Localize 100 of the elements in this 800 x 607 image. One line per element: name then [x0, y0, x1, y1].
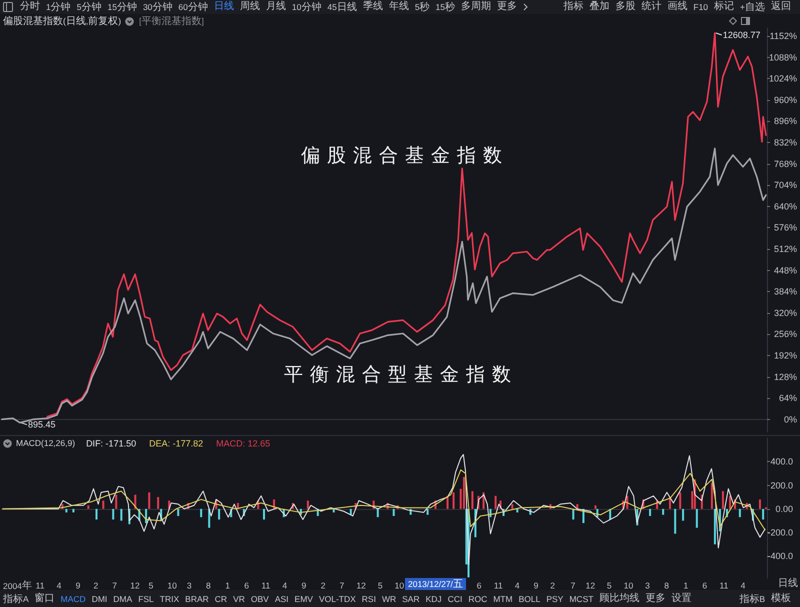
bar	[572, 508, 574, 520]
x-tick-label: 8	[206, 580, 212, 590]
y-tick-label: 448%	[774, 265, 797, 276]
bar	[332, 508, 335, 512]
text: MCST	[569, 594, 594, 604]
bar	[208, 508, 210, 528]
text: 返回	[771, 1, 791, 12]
text: 统计	[641, 1, 662, 12]
x-tick-label: 3	[645, 580, 650, 590]
text: 10分钟	[292, 2, 322, 13]
text: RSI	[362, 594, 376, 604]
x-tick-label: 4	[56, 580, 62, 590]
x-tick-label: 10	[394, 580, 404, 590]
line-series	[2, 469, 766, 530]
bar	[758, 499, 761, 509]
y-tick-label: 704%	[774, 180, 797, 190]
text: 指标	[563, 1, 584, 12]
chart-subtitle: [平衡混基指数]	[139, 16, 204, 27]
y-tick-label: 960%	[774, 94, 797, 105]
text: DMI	[92, 594, 108, 604]
bar	[674, 508, 676, 534]
y-tick-label: 200.0	[770, 480, 793, 490]
text: 60分钟	[178, 2, 208, 13]
x-tick-label: 4	[740, 580, 746, 590]
text: 叠加	[589, 1, 610, 12]
y-tick-label: -400.0	[767, 551, 793, 562]
x-tick-label: 11	[720, 580, 729, 590]
x-tick-label: 3	[186, 580, 192, 590]
annotation: 895.45	[28, 420, 56, 430]
bar	[452, 492, 455, 509]
x-tick-label: 9	[76, 580, 81, 590]
text: DIF: -171.50	[86, 438, 136, 448]
text: 模板	[771, 592, 791, 604]
text: 日线	[214, 1, 234, 12]
text: 多股	[615, 1, 636, 12]
bar	[120, 508, 122, 521]
text: WR	[382, 594, 396, 604]
chart-title: MACD(12,26,9)	[16, 438, 76, 448]
text: 分时	[20, 1, 40, 12]
text: 季线	[362, 1, 383, 12]
bar	[446, 496, 449, 509]
y-tick-label: -200.0	[767, 528, 793, 538]
text: OBV	[250, 594, 269, 604]
y-tick-label: 0%	[784, 414, 797, 424]
bar	[96, 508, 98, 520]
x-tick-label: 5	[606, 580, 612, 590]
x-tick-label: 6	[244, 580, 250, 590]
bar	[102, 500, 104, 509]
bar	[728, 496, 731, 509]
y-tick-label: 256%	[774, 329, 797, 340]
text: CCI	[448, 594, 462, 604]
y-tick-label: 512%	[774, 244, 797, 254]
y-tick-label: 1088%	[768, 52, 797, 62]
text: 15秒	[436, 2, 456, 13]
x-tick-label: 12	[356, 580, 366, 590]
text: F10	[693, 2, 708, 12]
x-tick-label: 11	[261, 580, 270, 590]
text: 指标B	[739, 594, 765, 604]
y-tick-label: 768%	[774, 158, 797, 169]
bar	[376, 508, 379, 518]
text: 设置	[671, 592, 692, 604]
x-tick-label: 6	[476, 580, 482, 590]
text: 45日线	[327, 2, 357, 13]
x-tick-label: 7	[570, 580, 576, 590]
x-tick-label: 2	[550, 580, 556, 590]
y-tick-label: 400.0	[770, 456, 793, 467]
text: DMA	[113, 594, 132, 604]
text: 2013/12/27/五	[408, 579, 463, 590]
x-tick-label: 10	[624, 580, 634, 590]
text: CR	[214, 594, 228, 604]
bar	[710, 482, 713, 509]
y-tick-label: 0.00	[775, 504, 793, 514]
text: ROC	[468, 594, 488, 604]
bar	[494, 496, 497, 509]
y-tick-label: 320%	[774, 308, 797, 318]
bar	[306, 500, 309, 509]
text: 5秒	[414, 2, 430, 13]
text: BRAR	[185, 594, 209, 604]
bar	[65, 508, 68, 512]
x-tick-label: 11	[36, 580, 45, 590]
text: +自选	[740, 2, 765, 13]
text: 偏股混合基金指数	[301, 144, 509, 166]
annotation: 12608.77	[722, 30, 760, 40]
bar	[177, 508, 180, 516]
text: ASI	[274, 594, 289, 604]
x-tick-label: 7	[340, 580, 345, 590]
y-tick-label: 896%	[774, 116, 797, 126]
y-tick-label: 832%	[774, 137, 797, 148]
text: 更多	[497, 1, 518, 12]
text: 1分钟	[46, 2, 71, 13]
text: 日线	[778, 578, 798, 589]
y-tick-label: 1152%	[770, 30, 797, 41]
y-tick-label: 576%	[774, 222, 797, 233]
text: 窗口	[34, 592, 55, 604]
bar	[762, 508, 764, 520]
y-tick-label: 192%	[774, 350, 797, 360]
text: 画线	[667, 1, 688, 12]
bar	[200, 508, 202, 518]
text: DEA: -177.82	[149, 438, 204, 448]
text: PSY	[546, 594, 564, 604]
